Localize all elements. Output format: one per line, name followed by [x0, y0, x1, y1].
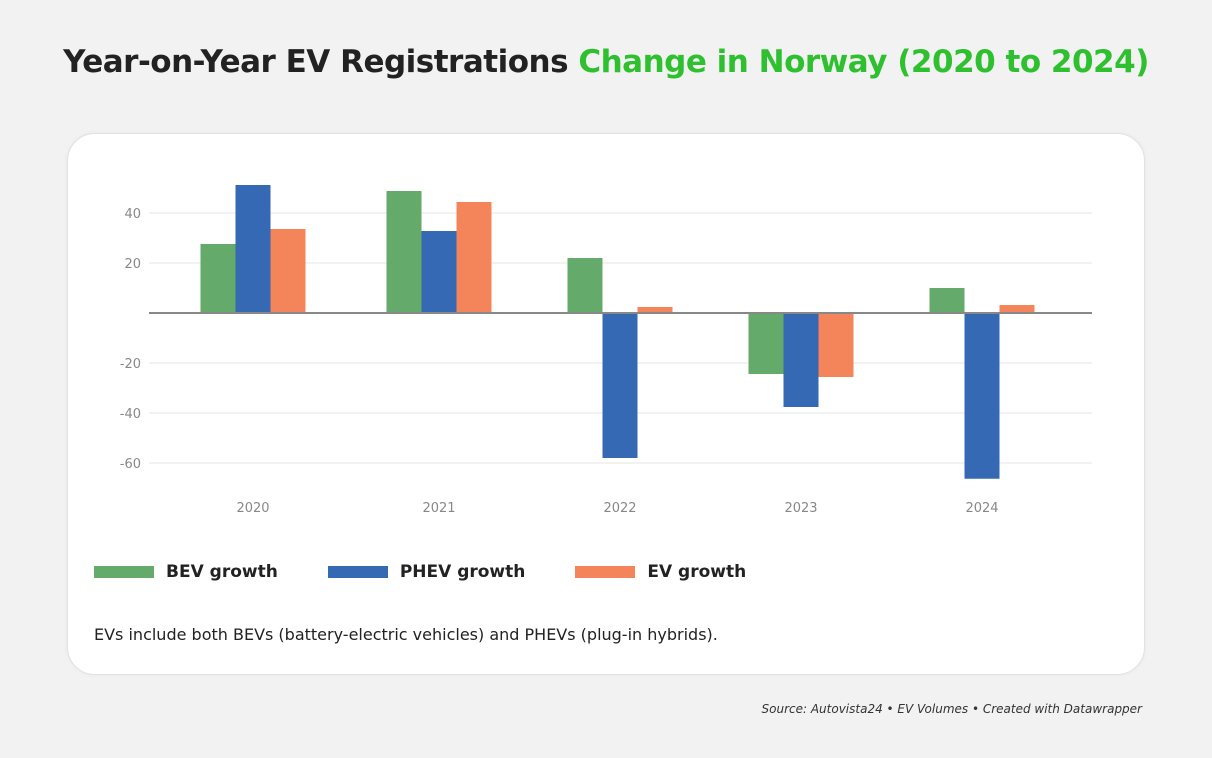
title-main: Year-on-Year EV Registrations: [63, 44, 569, 80]
chart-title: Year-on-Year EV Registrations Change in …: [0, 44, 1212, 80]
y-axis-ticks: 40 20 -20 -40 -60: [120, 207, 141, 472]
bar-ev-growth-2022[interactable]: [637, 307, 673, 313]
bar-ev-growth-2024[interactable]: [999, 305, 1035, 313]
x-tick-label: 2024: [965, 501, 998, 516]
x-tick-label: 2021: [422, 501, 455, 516]
chart-note: EVs include both BEVs (battery-electric …: [94, 625, 718, 644]
legend-swatch-phev: [327, 566, 388, 578]
y-tick-label: -60: [120, 457, 141, 472]
x-tick-label: 2023: [784, 501, 817, 516]
legend-label-phev: PHEV growth: [399, 562, 526, 582]
legend-label-bev: BEV growth: [166, 562, 278, 582]
title-accent: Change in Norway (2020 to 2024): [578, 44, 1149, 80]
legend-item-bev[interactable]: BEV growth: [94, 562, 278, 582]
bar-phev-growth-2024[interactable]: [964, 313, 1000, 479]
x-tick-label: 2020: [236, 501, 269, 516]
bar-bev-growth-2022[interactable]: [567, 258, 603, 313]
x-axis-ticks: 2020 2021 2022 2023 2024: [236, 501, 998, 516]
source-credit: Source: Autovista24 • EV Volumes • Creat…: [761, 702, 1143, 716]
bar-phev-growth-2021[interactable]: [421, 231, 457, 313]
bar-ev-growth-2021[interactable]: [456, 202, 492, 313]
bar-bev-growth-2021[interactable]: [386, 191, 422, 313]
y-tick-label: 40: [124, 207, 141, 222]
bar-phev-growth-2020[interactable]: [235, 185, 271, 313]
bar-bev-growth-2024[interactable]: [929, 288, 965, 313]
bar-bev-growth-2023[interactable]: [748, 313, 784, 374]
y-tick-label: -40: [120, 407, 141, 422]
x-tick-label: 2022: [603, 501, 636, 516]
bar-ev-growth-2020[interactable]: [270, 229, 306, 313]
y-tick-label: -20: [120, 357, 141, 372]
bar-phev-growth-2023[interactable]: [783, 313, 819, 407]
legend: BEV growth PHEV growth EV growth: [94, 562, 796, 582]
legend-label-ev: EV growth: [647, 562, 747, 582]
legend-item-phev[interactable]: PHEV growth: [327, 562, 526, 582]
bar-chart: 40 20 -20 -40 -60 2020 2021 2022 2023 2024: [120, 185, 1092, 516]
bar-ev-growth-2023[interactable]: [818, 313, 854, 377]
y-tick-label: 20: [124, 257, 141, 272]
legend-item-ev[interactable]: EV growth: [575, 562, 746, 582]
bars: [200, 185, 1035, 479]
bar-phev-growth-2022[interactable]: [602, 313, 638, 458]
legend-swatch-ev: [575, 566, 636, 578]
bar-bev-growth-2020[interactable]: [200, 244, 236, 313]
legend-swatch-bev: [94, 566, 154, 578]
